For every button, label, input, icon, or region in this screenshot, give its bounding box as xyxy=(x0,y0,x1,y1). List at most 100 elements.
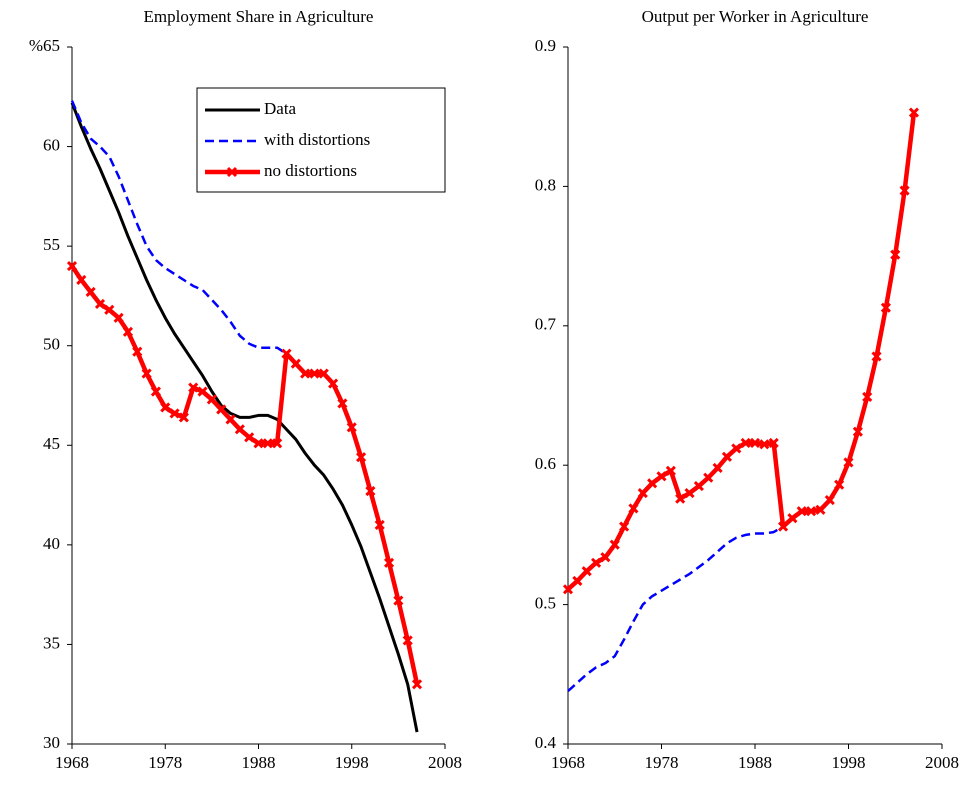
point-marker xyxy=(402,635,413,646)
point-marker xyxy=(244,432,255,443)
point-marker xyxy=(862,391,873,402)
x-tick-label: 1988 xyxy=(242,753,276,772)
point-marker xyxy=(393,595,404,606)
point-marker xyxy=(272,438,283,449)
point-marker xyxy=(188,382,199,393)
point-marker xyxy=(628,503,639,514)
point-marker xyxy=(834,479,845,490)
point-marker xyxy=(356,452,367,463)
point-marker xyxy=(600,552,611,563)
point-marker xyxy=(815,504,826,515)
point-marker xyxy=(619,521,630,532)
x-tick-label: 1968 xyxy=(55,753,89,772)
point-marker xyxy=(290,358,301,369)
point-marker xyxy=(411,679,423,690)
point-marker xyxy=(104,304,115,315)
point-marker xyxy=(85,286,96,298)
point-marker xyxy=(160,402,171,413)
point-marker xyxy=(899,185,910,196)
point-marker xyxy=(253,438,264,449)
y-tick-label: 40 xyxy=(43,534,60,553)
point-marker xyxy=(113,312,124,323)
point-marker xyxy=(852,426,863,437)
point-marker xyxy=(94,298,106,309)
point-marker xyxy=(787,513,798,524)
point-marker xyxy=(581,566,592,577)
point-marker xyxy=(880,302,891,313)
point-marker xyxy=(572,575,583,586)
point-marker xyxy=(300,368,311,379)
y-tick-label: %65 xyxy=(29,36,60,55)
y-tick-label: 0.7 xyxy=(535,315,557,334)
point-marker xyxy=(374,519,385,531)
series-line xyxy=(566,112,917,591)
point-marker xyxy=(740,437,751,448)
point-marker xyxy=(150,386,161,397)
point-marker xyxy=(309,368,320,379)
series-line xyxy=(567,112,916,692)
point-marker xyxy=(731,443,742,454)
y-tick-label: 0.8 xyxy=(535,175,556,194)
point-marker xyxy=(777,521,789,532)
y-tick-label: 0.6 xyxy=(535,454,556,473)
series-line xyxy=(70,102,419,733)
y-tick-label: 60 xyxy=(43,135,60,154)
point-marker xyxy=(562,584,574,595)
x-tick-label: 1998 xyxy=(335,753,369,772)
legend-marker xyxy=(226,166,238,178)
legend-label: with distortions xyxy=(264,130,370,149)
y-tick-label: 0.4 xyxy=(535,733,557,752)
point-marker xyxy=(318,368,329,379)
point-marker xyxy=(365,486,376,497)
point-marker xyxy=(234,424,245,435)
point-marker xyxy=(712,462,723,474)
point-marker xyxy=(749,437,761,448)
x-tick-label: 1968 xyxy=(551,753,585,772)
point-marker xyxy=(908,107,920,118)
point-marker xyxy=(703,472,714,483)
point-marker xyxy=(141,368,152,379)
point-marker xyxy=(768,437,779,448)
y-tick-label: 50 xyxy=(43,335,60,354)
y-tick-label: 0.5 xyxy=(535,594,556,613)
point-marker xyxy=(216,404,227,415)
point-marker xyxy=(656,471,667,482)
point-marker xyxy=(665,465,676,476)
point-marker xyxy=(843,457,854,468)
y-tick-label: 0.9 xyxy=(535,36,556,55)
point-marker xyxy=(796,506,807,517)
point-marker xyxy=(675,493,686,504)
x-tick-label: 1988 xyxy=(738,753,772,772)
x-tick-label: 2008 xyxy=(428,753,462,772)
point-marker xyxy=(66,260,78,272)
point-marker xyxy=(337,398,348,409)
point-marker xyxy=(721,451,733,462)
chart-title: Employment Share in Agriculture xyxy=(144,7,374,26)
y-tick-label: 55 xyxy=(43,235,60,254)
point-marker xyxy=(637,488,648,499)
point-marker xyxy=(693,481,704,492)
legend-label: Data xyxy=(264,99,297,118)
point-marker xyxy=(76,274,87,286)
y-tick-label: 35 xyxy=(43,633,60,652)
point-marker xyxy=(383,557,395,568)
chart-title: Output per Worker in Agriculture xyxy=(642,7,869,26)
x-tick-label: 1978 xyxy=(148,753,182,772)
x-tick-label: 2008 xyxy=(925,753,959,772)
point-marker xyxy=(262,438,273,449)
y-tick-label: 30 xyxy=(43,733,60,752)
point-marker xyxy=(281,348,292,359)
x-tick-label: 1998 xyxy=(832,753,866,772)
point-marker xyxy=(122,326,134,337)
legend-label: no distortions xyxy=(264,161,357,180)
point-marker xyxy=(197,386,208,397)
point-marker xyxy=(346,422,357,433)
point-marker xyxy=(169,408,180,419)
point-marker xyxy=(178,412,189,423)
y-tick-label: 45 xyxy=(43,434,60,453)
x-tick-label: 1978 xyxy=(645,753,679,772)
point-marker xyxy=(806,506,817,517)
point-marker xyxy=(132,346,143,357)
point-marker xyxy=(647,478,658,489)
